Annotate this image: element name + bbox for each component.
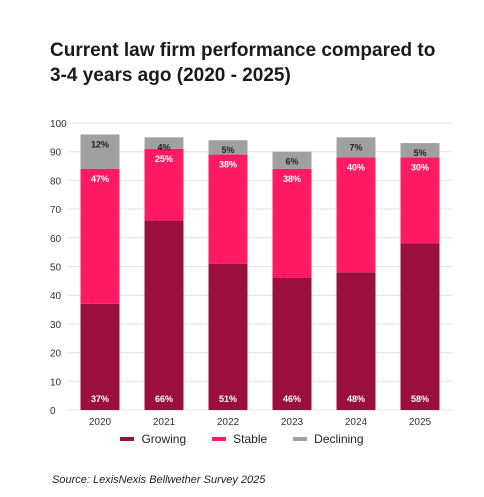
bar-growing-2022 (208, 263, 248, 410)
legend: Growing Stable Declining (0, 432, 484, 446)
stacked-bar-chart: 0 10 20 30 40 50 60 70 80 90 100 37% 47% 12% 66% 25% 4%… (50, 119, 452, 428)
bar-declining-2024 (336, 137, 376, 158)
data-label: 30% (411, 162, 429, 172)
data-label: 25% (155, 154, 173, 164)
y-tick-label: 100 (50, 119, 67, 130)
x-tick-label: 2020 (89, 417, 112, 428)
bar-growing-2025 (400, 243, 440, 410)
bar-growing-2021 (144, 220, 184, 410)
legend-label-stable: Stable (233, 432, 268, 446)
bar-stable-2023 (272, 168, 312, 278)
data-label: 48% (347, 394, 365, 404)
bar-growing-2024 (336, 272, 376, 410)
legend-label-growing: Growing (141, 432, 187, 446)
data-label: 46% (283, 394, 301, 404)
bar-declining-2021 (144, 137, 184, 149)
y-axis: 0 10 20 30 40 50 60 70 80 90 100 (50, 119, 67, 417)
y-tick-label: 80 (50, 176, 62, 187)
data-label: 40% (347, 162, 365, 172)
chart-title: Current law firm performance compared to… (50, 40, 436, 86)
data-label: 47% (91, 174, 109, 184)
y-tick-label: 20 (50, 349, 62, 360)
x-tick-label: 2023 (281, 417, 304, 428)
x-tick-label: 2024 (345, 417, 368, 428)
y-tick-label: 0 (50, 406, 56, 417)
bar-declining-2022 (208, 140, 248, 155)
bar-growing-2023 (272, 277, 312, 410)
data-label: 51% (219, 394, 237, 404)
x-tick-label: 2022 (217, 417, 240, 428)
data-label: 5% (413, 148, 426, 158)
y-tick-label: 90 (50, 148, 62, 159)
bar-growing-2020 (80, 303, 120, 410)
legend-swatch-growing (120, 437, 135, 441)
source-note: Source: LexisNexis Bellwether Survey 202… (52, 474, 266, 486)
legend-item-growing: Growing (120, 432, 186, 446)
x-axis: 2020 2021 2022 2023 2024 2025 (89, 417, 432, 428)
legend-label-declining: Declining (314, 432, 364, 446)
bars (80, 134, 440, 410)
bar-stable-2022 (208, 154, 248, 264)
x-tick-label: 2021 (153, 417, 176, 428)
bar-stable-2025 (400, 157, 440, 244)
bar-declining-2020 (80, 134, 120, 169)
bar-declining-2025 (400, 143, 440, 158)
data-label: 4% (157, 142, 170, 152)
data-labels: 37% 47% 12% 66% 25% 4% 51% 38% 5% 46% 38% 6% 48% 40% 7… (91, 139, 429, 404)
data-label: 5% (221, 145, 234, 155)
legend-item-stable: Stable (212, 432, 267, 446)
data-label: 58% (411, 394, 429, 404)
data-label: 38% (219, 160, 237, 170)
legend-item-declining: Declining (293, 432, 364, 446)
legend-swatch-stable (212, 437, 227, 441)
y-tick-label: 30 (50, 320, 62, 331)
y-tick-label: 70 (50, 205, 62, 216)
data-label: 6% (285, 157, 298, 167)
bar-stable-2024 (336, 157, 376, 273)
bar-stable-2020 (80, 168, 120, 304)
y-tick-label: 10 (50, 377, 62, 388)
y-tick-label: 40 (50, 291, 62, 302)
bar-stable-2021 (144, 148, 184, 221)
data-label: 37% (91, 394, 109, 404)
y-tick-label: 50 (50, 263, 62, 274)
y-tick-label: 60 (50, 234, 62, 245)
x-tick-label: 2025 (409, 417, 432, 428)
bar-declining-2023 (272, 151, 312, 169)
gridlines (68, 122, 452, 411)
data-label: 7% (349, 142, 362, 152)
data-label: 38% (283, 174, 301, 184)
legend-swatch-declining (293, 437, 308, 441)
data-label: 12% (91, 139, 109, 149)
data-label: 66% (155, 394, 173, 404)
